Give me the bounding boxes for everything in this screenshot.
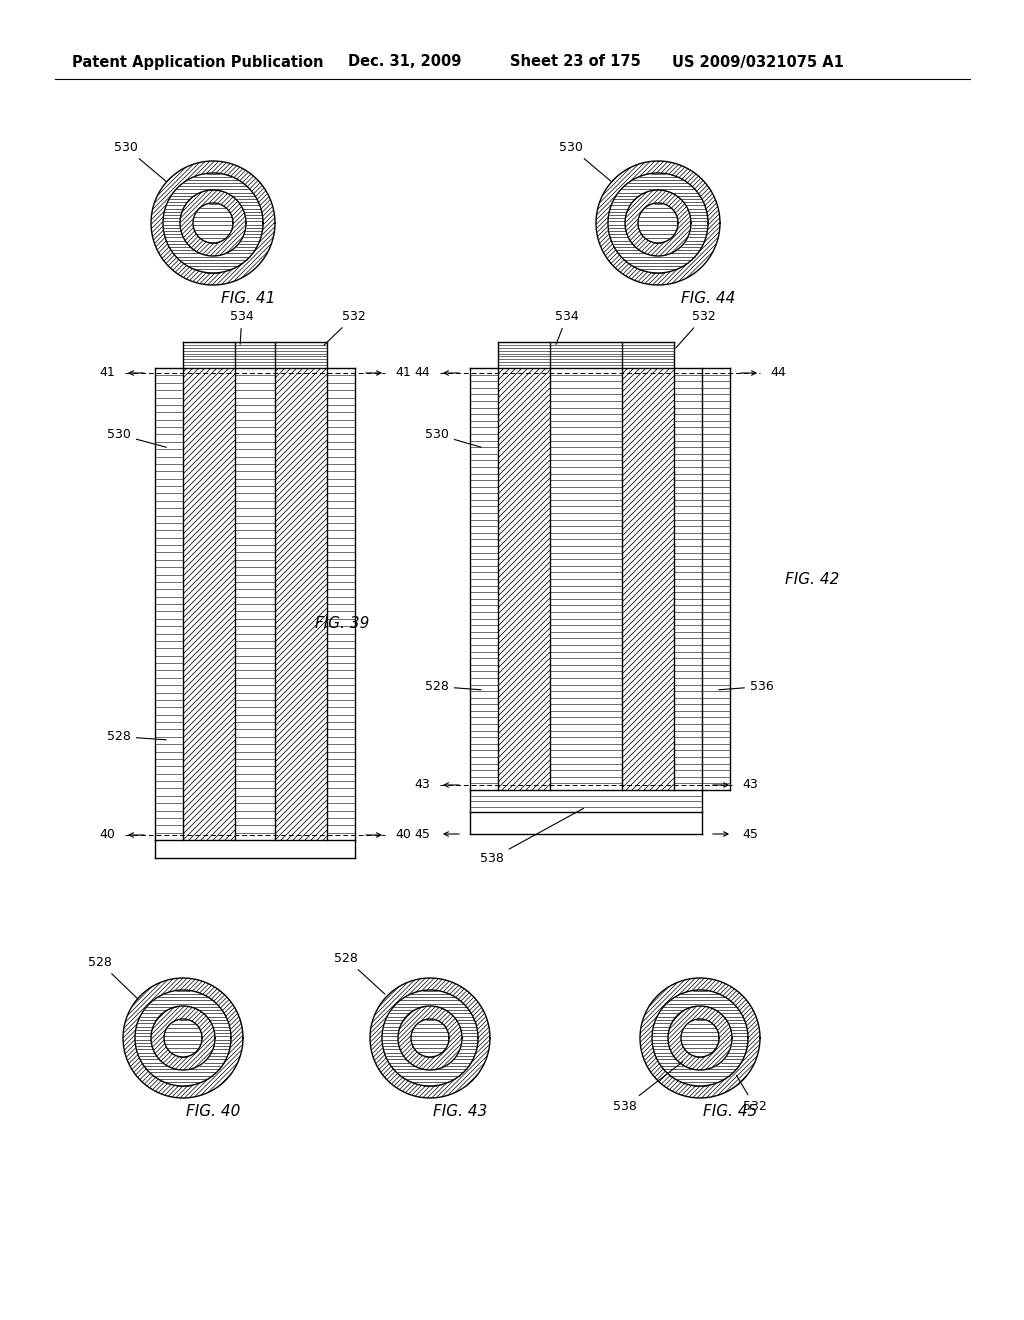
Text: US 2009/0321075 A1: US 2009/0321075 A1 [672,54,844,70]
Text: 528: 528 [106,730,166,743]
Text: 538: 538 [613,1061,683,1113]
Text: FIG. 45: FIG. 45 [702,1104,757,1119]
Text: FIG. 43: FIG. 43 [433,1104,487,1119]
Text: 41: 41 [99,367,115,380]
Text: 40: 40 [395,829,411,842]
Text: 538: 538 [480,808,584,865]
Text: 43: 43 [742,779,758,792]
Text: FIG. 39: FIG. 39 [315,616,370,631]
Text: 534: 534 [230,310,254,345]
Text: Dec. 31, 2009: Dec. 31, 2009 [348,54,462,70]
Text: 41: 41 [395,367,411,380]
Text: 45: 45 [414,828,430,841]
Text: 534: 534 [555,310,579,345]
Text: 536: 536 [719,680,774,693]
Text: FIG. 40: FIG. 40 [185,1104,241,1119]
Text: 528: 528 [425,680,481,693]
Text: FIG. 44: FIG. 44 [681,290,735,306]
Text: 532: 532 [736,1076,767,1113]
Text: 45: 45 [742,828,758,841]
Text: 44: 44 [770,367,785,380]
Text: 530: 530 [114,141,166,181]
Text: 528: 528 [334,952,385,994]
Text: Sheet 23 of 175: Sheet 23 of 175 [510,54,641,70]
Text: 43: 43 [415,779,430,792]
Text: FIG. 42: FIG. 42 [785,572,840,586]
Text: 528: 528 [88,956,138,999]
Text: FIG. 41: FIG. 41 [221,290,275,306]
Text: 530: 530 [106,428,166,447]
Text: 40: 40 [99,829,115,842]
Text: 530: 530 [425,428,481,447]
Text: 530: 530 [559,141,611,181]
Text: Patent Application Publication: Patent Application Publication [72,54,324,70]
Text: 532: 532 [676,310,716,348]
Text: 44: 44 [415,367,430,380]
Text: 532: 532 [324,310,366,345]
